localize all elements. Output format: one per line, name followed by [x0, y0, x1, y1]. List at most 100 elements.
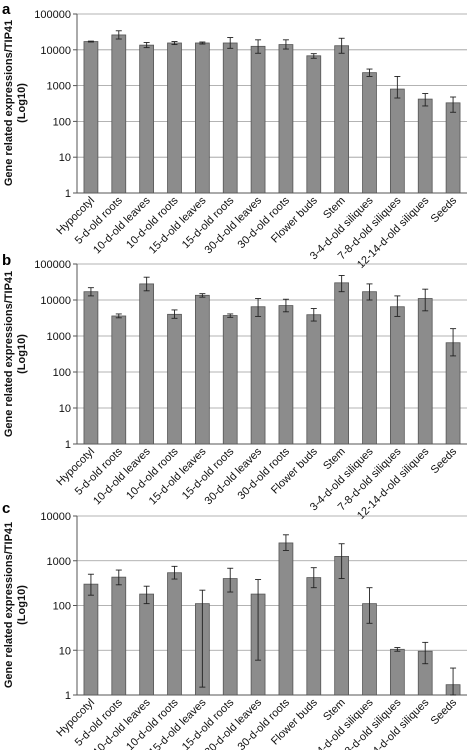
error-bar [115, 313, 122, 319]
y-tick-label: 10000 [40, 511, 71, 523]
error-bar [422, 641, 429, 665]
chart-panel-c: c 1 10 100 1000 10000 Gene related expressions… [2, 500, 467, 750]
bar [250, 45, 266, 194]
bar [445, 342, 461, 445]
x-tick-label: Seeds [429, 194, 460, 225]
error-bar [227, 313, 234, 318]
error-bar [366, 587, 373, 624]
error-bar [338, 543, 345, 580]
bar [306, 314, 322, 445]
chart-panel-b: b 1 10 100 1000 10000 100000 Gene related expre… [2, 252, 467, 522]
bar [417, 98, 433, 194]
error-bar [366, 68, 373, 77]
y-tick-label: 1000 [47, 331, 71, 343]
error-bar [171, 309, 178, 319]
error-bar [338, 37, 345, 54]
bar [222, 578, 238, 696]
error-bar [87, 40, 94, 43]
y-axis-label: Gene related expressions/TIP41(Log10) [3, 271, 28, 437]
y-axis-label: Gene related expressions/TIP41(Log10) [3, 20, 28, 186]
bar [417, 298, 433, 445]
error-bar [422, 288, 429, 312]
error-bar [450, 96, 457, 113]
error-bar [282, 298, 289, 313]
bar [111, 315, 127, 445]
bar [83, 41, 99, 194]
error-bar [199, 589, 206, 688]
y-tick-label: 10000 [40, 45, 71, 57]
bar [278, 305, 294, 445]
bar [194, 42, 210, 194]
error-bar [394, 76, 401, 99]
bar [362, 72, 377, 194]
bar [111, 34, 127, 194]
error-bar [450, 328, 457, 357]
y-tick-label: 100 [53, 367, 71, 379]
error-bar [310, 567, 317, 589]
error-bar [255, 298, 262, 317]
error-bar [394, 295, 401, 317]
bar [83, 583, 99, 696]
bar [139, 593, 155, 696]
bar [389, 306, 405, 445]
bar [139, 283, 155, 445]
bar [389, 88, 405, 194]
error-bar [199, 293, 206, 298]
bar [167, 572, 182, 696]
error-bar [227, 37, 234, 49]
error-bar [310, 308, 317, 322]
y-tick-label: 1 [65, 690, 71, 702]
error-bar [171, 41, 178, 46]
y-tick-label: 100 [53, 116, 71, 128]
error-bar [87, 287, 94, 297]
error-bar [143, 42, 150, 49]
y-tick-label: 10 [59, 645, 71, 657]
y-tick-label: 1000 [47, 81, 71, 93]
error-bar [255, 579, 262, 661]
y-tick-label: 100 [53, 601, 71, 613]
y-tick-label: 100000 [34, 259, 71, 271]
error-bar [171, 565, 178, 580]
bar [111, 576, 127, 696]
bar [362, 291, 377, 445]
error-bar [450, 667, 457, 696]
error-bar [338, 275, 345, 293]
error-bar [282, 534, 289, 551]
y-tick-label: 1 [65, 188, 71, 200]
error-bar [143, 276, 150, 292]
bar [445, 102, 461, 194]
error-bar [199, 41, 206, 45]
error-bar [366, 283, 373, 301]
bar [83, 291, 99, 445]
bar [139, 44, 155, 194]
error-bar [115, 569, 122, 586]
bar [167, 313, 182, 445]
bar [306, 577, 322, 696]
bar [222, 315, 238, 445]
y-tick-label: 1000 [47, 556, 71, 568]
error-bar [422, 93, 429, 107]
bar [389, 648, 405, 696]
bar [222, 42, 238, 194]
y-tick-label: 10 [59, 403, 71, 415]
error-bar [143, 585, 150, 605]
error-bar [282, 39, 289, 50]
bar [167, 42, 182, 194]
y-axis-label: Gene related expressions/TIP41(Log10) [3, 522, 28, 688]
bar [334, 45, 350, 194]
y-tick-label: 100000 [34, 9, 71, 21]
error-bar [227, 567, 234, 593]
error-bar [255, 39, 262, 54]
x-tick-label: Seeds [429, 696, 460, 727]
bar [194, 294, 210, 445]
bar [250, 306, 266, 445]
y-tick-label: 10000 [40, 295, 71, 307]
error-bar [87, 573, 94, 596]
panel-label: a [2, 1, 11, 18]
x-tick-label: Seeds [429, 445, 460, 476]
bar [278, 542, 294, 696]
bar [334, 282, 350, 445]
error-bar [115, 30, 122, 40]
chart-panel-a: a 1 10 100 1000 10000 100000 Gene related expre… [2, 1, 467, 271]
